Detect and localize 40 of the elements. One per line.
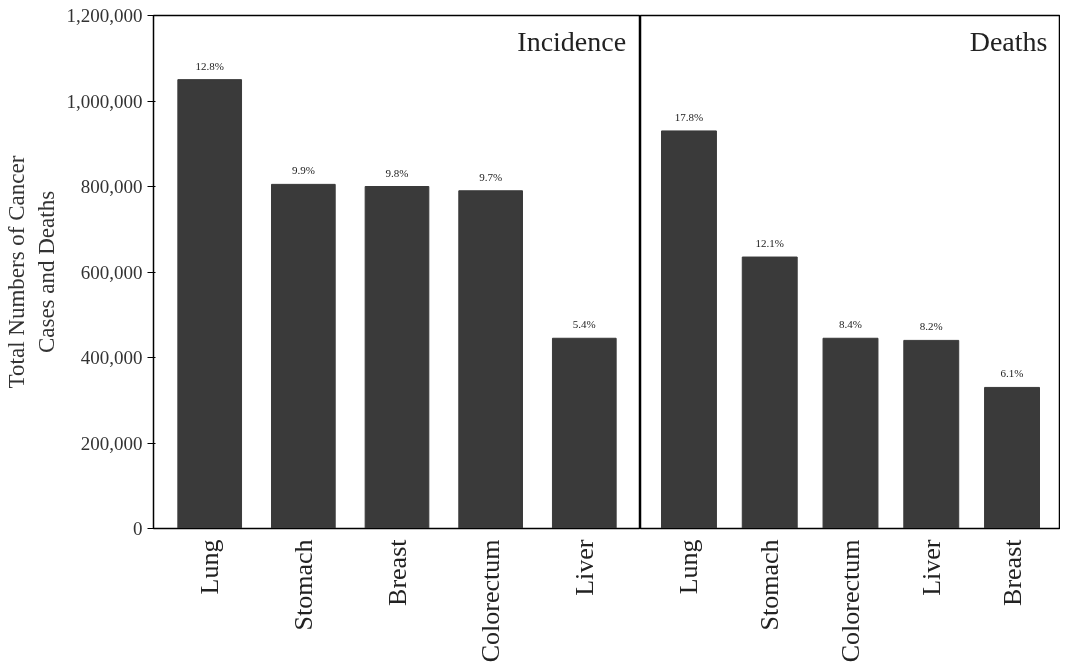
x-tick-label: Breast [382, 538, 412, 606]
x-tick-label: Colorectum [476, 539, 506, 663]
annotation: 12.8% [195, 59, 224, 72]
y-tick-label: 800,000 [80, 176, 143, 197]
annotation: 9.9% [291, 164, 315, 177]
y-tick-label: 1,200,000 [66, 5, 143, 26]
bar [271, 183, 336, 529]
bar [551, 337, 617, 529]
bar [984, 386, 1040, 529]
bar [177, 79, 243, 529]
bar [364, 186, 430, 529]
y-tick-label: 600,000 [80, 261, 143, 283]
y-tick-label: 200,000 [80, 432, 143, 454]
bar [741, 256, 798, 529]
chart-title: Incidence [517, 25, 627, 57]
x-tick-label: Liver [569, 539, 599, 596]
x-tick-label: Lung [674, 539, 704, 595]
bar [903, 339, 960, 529]
bar [661, 130, 717, 529]
bar [458, 190, 523, 529]
y-axis-title: Total Numbers of Cancer Cases and Deaths [3, 155, 59, 389]
x-tick-label: Breast [997, 538, 1027, 606]
annotation: 8.2% [919, 320, 943, 333]
annotation: 17.8% [674, 110, 704, 123]
chart-title: Deaths [969, 25, 1048, 57]
annotation: 8.4% [839, 318, 862, 331]
x-tick-label: Stomach [288, 539, 318, 631]
annotation: 12.1% [755, 237, 784, 250]
y-tick-label: 400,000 [80, 347, 143, 368]
y-tick-label: 1,000,000 [66, 90, 143, 112]
x-tick-label: Liver [916, 539, 946, 596]
x-tick-label: Colorectum [836, 539, 865, 663]
annotation: 9.8% [385, 166, 409, 179]
annotation: 5.4% [572, 318, 596, 331]
x-tick-label: Stomach [755, 539, 785, 631]
annotation: 9.7% [479, 170, 503, 183]
bar [822, 337, 879, 529]
x-tick-label: Lung [195, 539, 225, 595]
annotation: 6.1% [1000, 367, 1024, 380]
y-tick-label: 0 [133, 518, 143, 539]
